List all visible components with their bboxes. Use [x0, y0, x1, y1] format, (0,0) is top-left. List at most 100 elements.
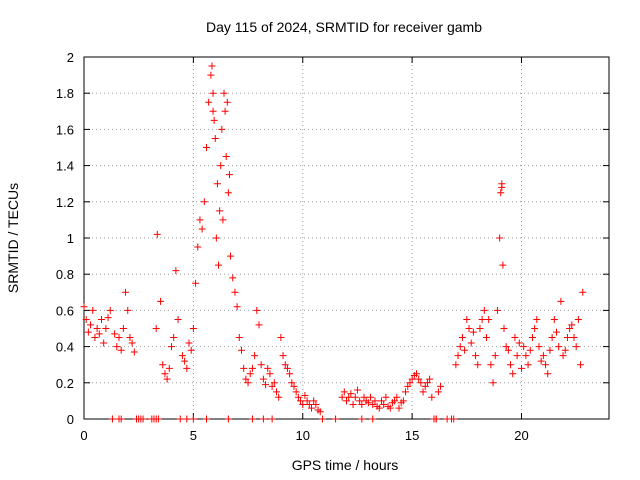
data-point — [244, 379, 252, 387]
data-point — [283, 364, 291, 372]
data-point — [524, 361, 532, 369]
data-point — [224, 189, 232, 197]
data-point — [205, 98, 213, 106]
data-point — [509, 370, 517, 378]
data-point — [168, 343, 175, 351]
data-point — [432, 415, 440, 423]
data-point — [555, 343, 563, 351]
data-point — [406, 379, 414, 387]
data-point — [520, 343, 528, 351]
data-point — [542, 361, 550, 369]
y-tick-label: 2 — [67, 50, 74, 65]
data-point — [84, 328, 92, 336]
data-point — [353, 386, 361, 394]
data-point — [502, 343, 510, 351]
data-point — [316, 408, 324, 416]
data-point — [124, 306, 132, 314]
data-point — [238, 346, 245, 354]
data-point — [217, 162, 225, 170]
data-point — [550, 315, 558, 323]
data-point — [200, 198, 208, 206]
data-point — [192, 279, 200, 287]
x-tick-label: 5 — [190, 428, 197, 443]
data-point — [395, 404, 403, 412]
data-point — [511, 334, 519, 342]
data-point — [421, 382, 429, 390]
data-point — [139, 415, 147, 423]
data-point — [209, 89, 217, 97]
data-point — [535, 343, 543, 351]
data-point — [157, 297, 165, 305]
data-point — [487, 361, 495, 369]
data-point — [499, 261, 507, 269]
data-point — [577, 361, 585, 369]
data-point — [255, 321, 263, 329]
data-point — [262, 381, 270, 389]
data-point — [213, 180, 221, 188]
data-point — [364, 399, 372, 407]
data-point — [227, 252, 235, 260]
data-point — [343, 397, 350, 405]
data-point — [251, 352, 259, 360]
data-point — [233, 303, 241, 311]
data-point — [104, 314, 112, 322]
data-point — [130, 348, 138, 356]
data-point — [489, 379, 497, 387]
data-point — [369, 401, 377, 409]
data-point — [215, 261, 223, 269]
x-tick-label: 10 — [296, 428, 310, 443]
data-point — [382, 393, 390, 401]
data-point — [513, 352, 521, 360]
data-point — [399, 397, 407, 405]
y-tick-label: 1.6 — [56, 122, 74, 137]
data-point — [485, 315, 493, 323]
x-tick-label: 20 — [514, 428, 528, 443]
data-point — [187, 346, 195, 354]
data-point — [539, 352, 547, 360]
data-point — [497, 189, 505, 197]
data-point — [152, 415, 160, 423]
data-point — [572, 343, 580, 351]
data-point — [415, 375, 423, 383]
data-point — [98, 315, 105, 323]
data-point — [458, 334, 466, 342]
data-point — [310, 397, 318, 405]
data-point — [375, 404, 383, 412]
data-point — [434, 388, 442, 396]
data-point — [189, 325, 197, 332]
data-point — [358, 415, 366, 423]
data-point — [128, 339, 136, 347]
data-point — [153, 230, 161, 238]
data-point — [533, 315, 541, 323]
data-point — [367, 393, 375, 401]
data-point — [452, 361, 460, 369]
data-point — [426, 375, 434, 383]
data-point — [570, 334, 578, 342]
data-point — [270, 379, 278, 387]
axis-ticks — [83, 56, 609, 420]
data-point — [208, 62, 216, 70]
data-point — [467, 339, 475, 347]
data-point — [218, 125, 226, 133]
data-point — [463, 315, 471, 323]
x-tick-label: 0 — [80, 428, 87, 443]
data-point — [161, 370, 169, 378]
data-point — [259, 415, 267, 423]
data-point — [224, 415, 232, 423]
data-point — [338, 393, 346, 401]
data-point — [172, 267, 180, 275]
data-point — [290, 382, 298, 390]
data-point — [100, 339, 108, 347]
data-point — [235, 334, 243, 342]
data-point — [268, 415, 276, 423]
data-point — [273, 388, 280, 396]
data-point — [546, 346, 554, 354]
data-point — [248, 364, 256, 372]
data-point — [185, 339, 193, 347]
data-point — [113, 343, 121, 351]
data-point — [469, 328, 477, 336]
data-point — [480, 306, 488, 314]
data-point — [292, 388, 300, 396]
data-point — [356, 397, 364, 405]
